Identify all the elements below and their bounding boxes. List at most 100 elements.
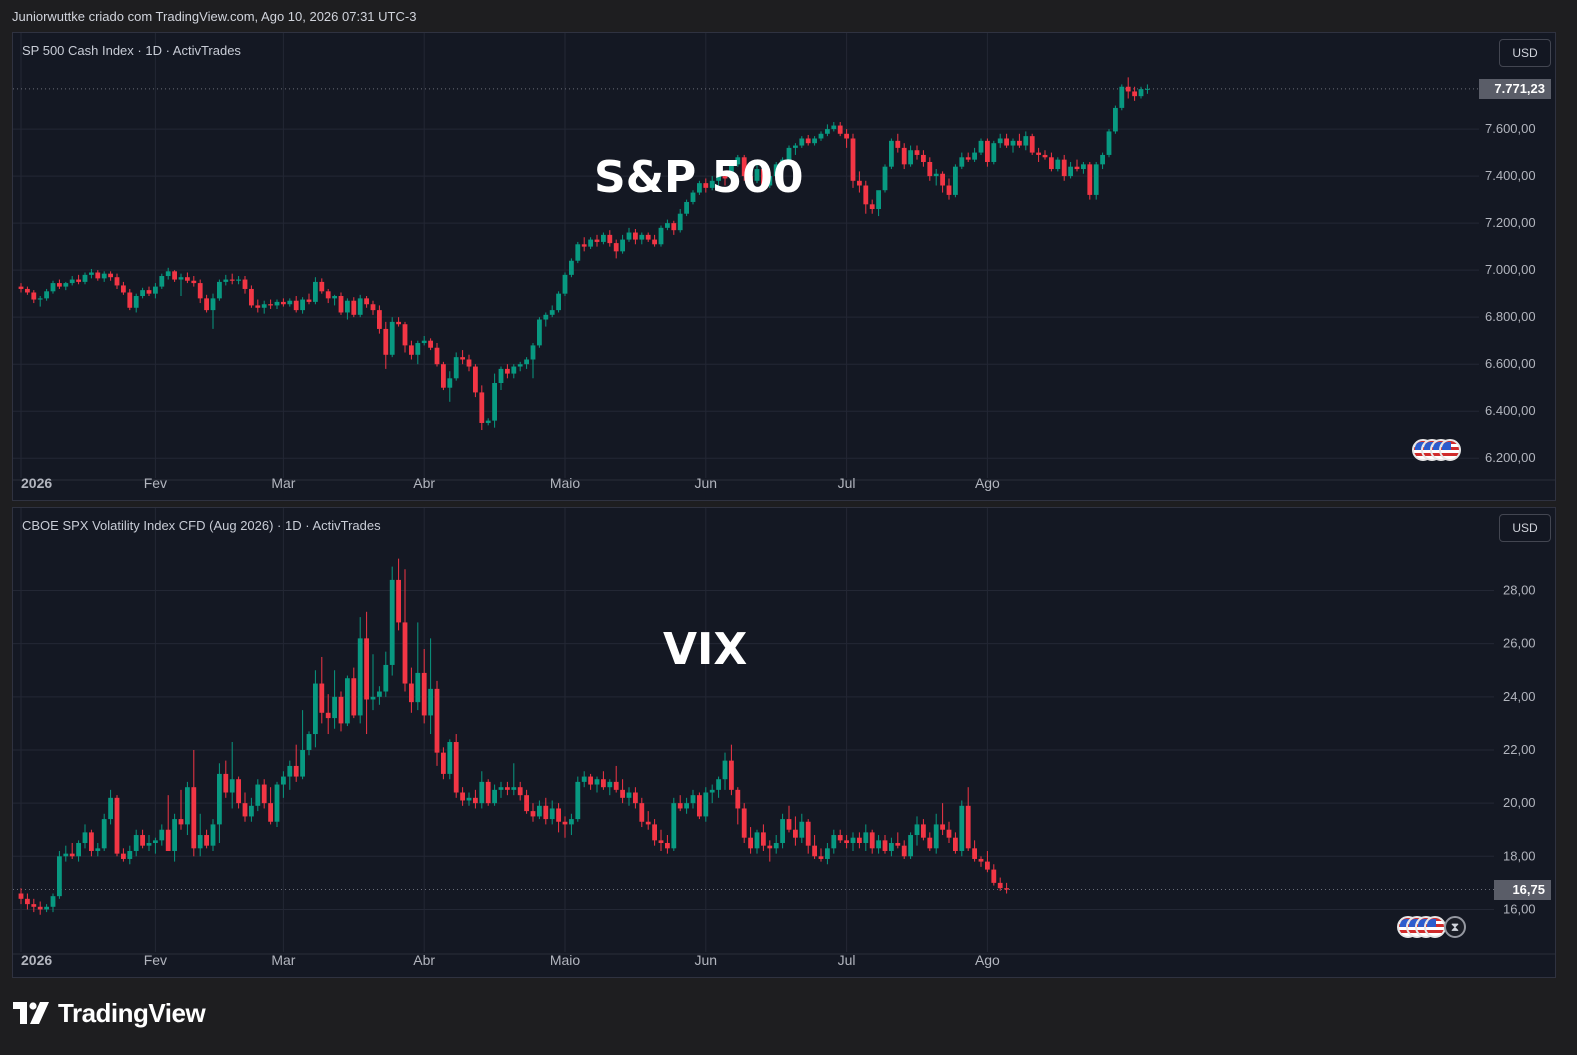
vix-candle-body xyxy=(857,837,862,844)
spx-candle-body xyxy=(837,125,843,134)
spx-candle-body xyxy=(1145,88,1150,90)
spx-candle-body xyxy=(274,301,280,306)
spx-candle-body xyxy=(729,164,734,179)
vix-candle-body xyxy=(620,789,625,798)
spx-chart-canvas[interactable]: 6.200,00 6.400,00 6.600,00 6.800,00 7.000,00… xyxy=(13,33,1556,501)
spx-candle-body xyxy=(191,280,197,284)
spx-candle-body xyxy=(581,244,587,247)
vix-economic-events[interactable]: ⧗ xyxy=(1397,916,1469,942)
vix-candle-body xyxy=(953,837,958,851)
vix-candle-body xyxy=(677,803,683,809)
vix-candle-body xyxy=(281,776,286,785)
vix-candle-body xyxy=(581,776,587,782)
vix-candle-body xyxy=(50,896,56,907)
vix-candle-body xyxy=(754,832,760,849)
vix-candle-body xyxy=(799,821,805,838)
spx-candle-body xyxy=(1010,140,1016,146)
spx-candle-body xyxy=(415,343,421,355)
spx-candle-body xyxy=(421,340,427,344)
spx-candle-body xyxy=(812,138,817,144)
spx-candle-body xyxy=(1004,138,1009,146)
spx-candle-body xyxy=(44,291,49,299)
spx-candle-body xyxy=(735,157,741,165)
spx-candle-body xyxy=(895,140,901,148)
us-flag-icon[interactable] xyxy=(1424,916,1446,938)
spx-candle-body xyxy=(741,157,747,177)
vix-currency-button[interactable]: USD xyxy=(1499,514,1551,542)
spx-candle-body xyxy=(524,359,529,365)
spx-candle-body xyxy=(498,368,504,384)
spx-candle-body xyxy=(645,234,651,240)
vix-candle-body xyxy=(626,792,632,798)
spx-candle-body xyxy=(377,310,382,329)
vix-candle-body xyxy=(517,787,523,796)
spx-candle-body xyxy=(223,279,229,282)
tradingview-logo[interactable]: TradingView xyxy=(13,998,206,1028)
vix-candle-body xyxy=(351,678,357,716)
vix-candle-body xyxy=(780,819,785,844)
spx-currency-button[interactable]: USD xyxy=(1499,39,1551,67)
spx-candle-body xyxy=(927,161,933,177)
vix-candle-body xyxy=(185,787,190,825)
spx-candle-body xyxy=(95,272,101,279)
vix-candle-body xyxy=(511,787,517,790)
spx-chart-pane[interactable]: 6.200,00 6.400,00 6.600,00 6.800,00 7.000,00… xyxy=(12,32,1556,501)
vix-candle-body xyxy=(159,829,165,841)
hourglass-icon[interactable]: ⧗ xyxy=(1444,916,1466,938)
spx-candle-body xyxy=(1132,91,1137,97)
vix-y-tick-label: 28,00 xyxy=(1503,583,1536,598)
spx-candle-body xyxy=(114,277,120,286)
vix-candle-body xyxy=(447,742,453,774)
spx-candle-body xyxy=(101,273,107,279)
vix-candle-body xyxy=(223,773,229,793)
spx-economic-events[interactable] xyxy=(1412,439,1472,465)
vix-chart-pane[interactable]: 16,00 18,00 20,00 22,00 24,00 26,00 28,00 2026 F… xyxy=(12,507,1556,978)
vix-candle-body xyxy=(991,869,997,883)
vix-candle-body xyxy=(940,824,945,830)
spx-candle-body xyxy=(767,176,773,186)
vix-candle-body xyxy=(95,848,101,851)
vix-candle-body xyxy=(882,840,888,851)
spx-candle-body xyxy=(652,239,657,245)
vix-candle-body xyxy=(268,803,273,822)
vix-candle-body xyxy=(658,840,664,844)
spx-candle-body xyxy=(716,176,721,181)
spx-candle-body xyxy=(492,383,497,421)
spx-candle-body xyxy=(543,314,549,320)
spx-candle-body xyxy=(639,234,645,240)
vix-candle-body xyxy=(1004,888,1009,890)
spx-candle-body xyxy=(82,274,88,282)
us-flag-icon[interactable] xyxy=(1439,439,1461,461)
vix-candle-body xyxy=(690,795,696,804)
spx-candle-body xyxy=(965,157,971,160)
spx-candle-body xyxy=(1138,89,1144,97)
spx-y-tick-label: 6.600,00 xyxy=(1485,356,1536,371)
vix-candle-body xyxy=(114,797,120,854)
spx-candle-body xyxy=(1119,86,1125,108)
vix-candle-body xyxy=(921,824,926,838)
vix-last-price-tag: 16,75 xyxy=(1494,879,1551,900)
spx-candle-body xyxy=(185,277,190,281)
spx-candle-body xyxy=(901,147,907,165)
vix-candle-body xyxy=(229,779,235,793)
spx-candle-body xyxy=(473,366,478,393)
vix-candle-body xyxy=(370,696,376,700)
vix-candle-body xyxy=(773,843,779,849)
vix-candle-body xyxy=(153,840,158,844)
vix-candle-body xyxy=(172,819,177,851)
spx-overlay-label: S&P 500 xyxy=(594,152,804,203)
vix-candle-body xyxy=(825,848,830,859)
vix-chart-canvas[interactable]: 16,00 18,00 20,00 22,00 24,00 26,00 28,00 2026 F… xyxy=(13,508,1556,978)
vix-candle-body xyxy=(453,742,459,793)
vix-candle-body xyxy=(217,773,222,825)
vix-candle-body xyxy=(933,824,939,849)
spx-candle-body xyxy=(1042,154,1048,158)
vix-x-tick-label: Mar xyxy=(271,952,295,968)
spx-candle-body xyxy=(1113,107,1118,132)
spx-candle-body xyxy=(863,185,869,205)
vix-candle-body xyxy=(613,781,619,790)
vix-pane-title: CBOE SPX Volatility Index CFD (Aug 2026)… xyxy=(22,518,381,533)
spx-x-tick-label: Mar xyxy=(271,475,295,491)
spx-candle-body xyxy=(357,298,363,315)
vix-candle-body xyxy=(889,843,894,851)
